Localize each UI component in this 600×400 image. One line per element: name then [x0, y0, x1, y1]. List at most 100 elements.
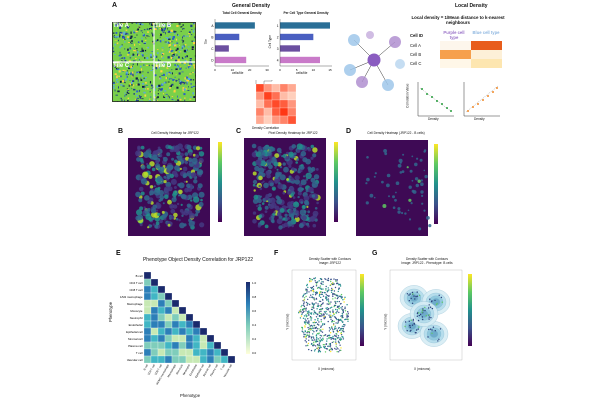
corr-cell: [150, 313, 159, 322]
corr-cell: [192, 334, 201, 343]
dendrogram: [255, 80, 273, 84]
corr-cell: [192, 341, 201, 350]
phenotype-col-label: Epithelial cell: [194, 363, 205, 378]
panel-d-heatmap: [356, 140, 438, 236]
corr-cell: [164, 327, 173, 336]
corr-cell: [150, 299, 159, 308]
corr-cell: [143, 313, 152, 322]
total-cell-chart-title: Total Cell General Density: [222, 11, 262, 15]
corr-cell: [143, 355, 152, 364]
tile-label-a: Tile A: [113, 23, 130, 29]
bar-B: [215, 33, 240, 41]
phenotype-row-label: M1/M2 macrophage: [120, 295, 143, 299]
corr-cell: [157, 327, 166, 336]
phenotype-row-label: Vascular cell: [127, 358, 143, 362]
corr-cell: [157, 334, 166, 343]
corr-cell: [143, 271, 152, 280]
corr-cell: [157, 313, 166, 322]
bar-D: [215, 56, 247, 64]
phenotype-col-label: T cell: [219, 363, 226, 371]
corr-cell: [171, 299, 180, 308]
tick-label: 5: [296, 68, 298, 72]
corr-cell: [164, 306, 173, 315]
corr-cell: [199, 327, 208, 336]
corr-cell: [143, 299, 152, 308]
corr-cell: [279, 115, 289, 125]
scatter-left-xlabel: Density: [428, 117, 439, 121]
corr-cell: [164, 299, 173, 308]
corr-cell: [164, 313, 173, 322]
phenotype-col-label: Monocyte: [175, 363, 184, 375]
corr-cell: [157, 292, 166, 301]
panel-letter-f: F: [274, 250, 279, 257]
corr-cell: [150, 285, 159, 294]
phenotype-row-label: CD4 T cell: [130, 281, 143, 285]
corr-cell: [143, 306, 152, 315]
corr-cell: [263, 83, 273, 93]
tick-label: 0: [279, 68, 281, 72]
corr-cell: [255, 107, 265, 117]
phenotype-row-label: Endothelial: [129, 323, 143, 327]
corr-cell: [255, 99, 265, 109]
scatter-left-ylabel: Correlation Value: [405, 83, 410, 108]
bar-4: [280, 56, 320, 64]
contour: [419, 310, 429, 318]
corr-cell: [279, 107, 289, 117]
corr-cell: [185, 313, 194, 322]
corr-cell: [287, 107, 297, 117]
corr-cell: [150, 341, 159, 350]
corr-cell: [171, 327, 180, 336]
phenotype-col-label: Macrophage: [166, 363, 177, 378]
phenotype-col-label: CD8 T cell: [153, 363, 163, 376]
phenotype-col-label: Neutrophil: [181, 363, 191, 376]
corr-cell: [213, 348, 222, 357]
corr-cell: [206, 334, 215, 343]
corr-cell: [150, 327, 159, 336]
corr-cell: [287, 83, 297, 93]
bar-label: 3: [277, 47, 279, 51]
per-cell-bar-chart: 1 2 3 4 0 5 10 15: [277, 19, 332, 72]
colorbar-tick: 0.6: [252, 309, 257, 313]
phenotype-col-label: B cell: [142, 363, 149, 371]
local-scatter-left: [417, 82, 454, 117]
corr-cell: [178, 306, 187, 315]
tick-label: 10: [312, 68, 316, 72]
panel-b-heatmap: [128, 138, 222, 236]
corr-cell: [213, 341, 222, 350]
panel-letter-c: C: [236, 128, 242, 135]
corr-cell: [150, 320, 159, 329]
total-cell-bar-chart: A B C D 0 10 20 30: [211, 19, 269, 72]
corr-cell: [185, 341, 194, 350]
corr-cell: [199, 355, 208, 364]
phenotype-col-label: Stromal cell: [202, 363, 212, 377]
cell-table-header: Cell ID: [410, 33, 424, 38]
corr-cell: [157, 341, 166, 350]
corr-cell: [271, 83, 281, 93]
bar-A: [215, 22, 255, 29]
cell-table-heat: [440, 41, 502, 68]
cell-table-col-blue: Blue cell type: [472, 30, 500, 35]
corr-cell: [178, 341, 187, 350]
panel-f-xlabel: X (microns): [318, 367, 335, 371]
corr-cell: [192, 327, 201, 336]
corr-cell: [178, 320, 187, 329]
corr-cell: [213, 355, 222, 364]
bar-label: B: [211, 35, 213, 39]
bar-label: 4: [277, 58, 279, 62]
corr-cell: [199, 334, 208, 343]
corr-cell: [143, 278, 152, 287]
corr-cell: [171, 313, 180, 322]
corr-cell: [157, 299, 166, 308]
corr-cell: [150, 278, 159, 287]
corr-cell: [255, 115, 265, 125]
corr-cell: [157, 348, 166, 357]
phenotype-row-label: Monocyte: [130, 309, 143, 313]
panel-letter-e: E: [116, 250, 121, 257]
per-cell-ylabel: Cell Type: [267, 35, 272, 49]
cell-table-row-c: Cell C: [410, 61, 422, 66]
corr-cell: [171, 320, 180, 329]
panel-f-density-scatter: [291, 269, 364, 361]
corr-cell: [263, 91, 273, 101]
tick-label: 30: [265, 68, 269, 72]
